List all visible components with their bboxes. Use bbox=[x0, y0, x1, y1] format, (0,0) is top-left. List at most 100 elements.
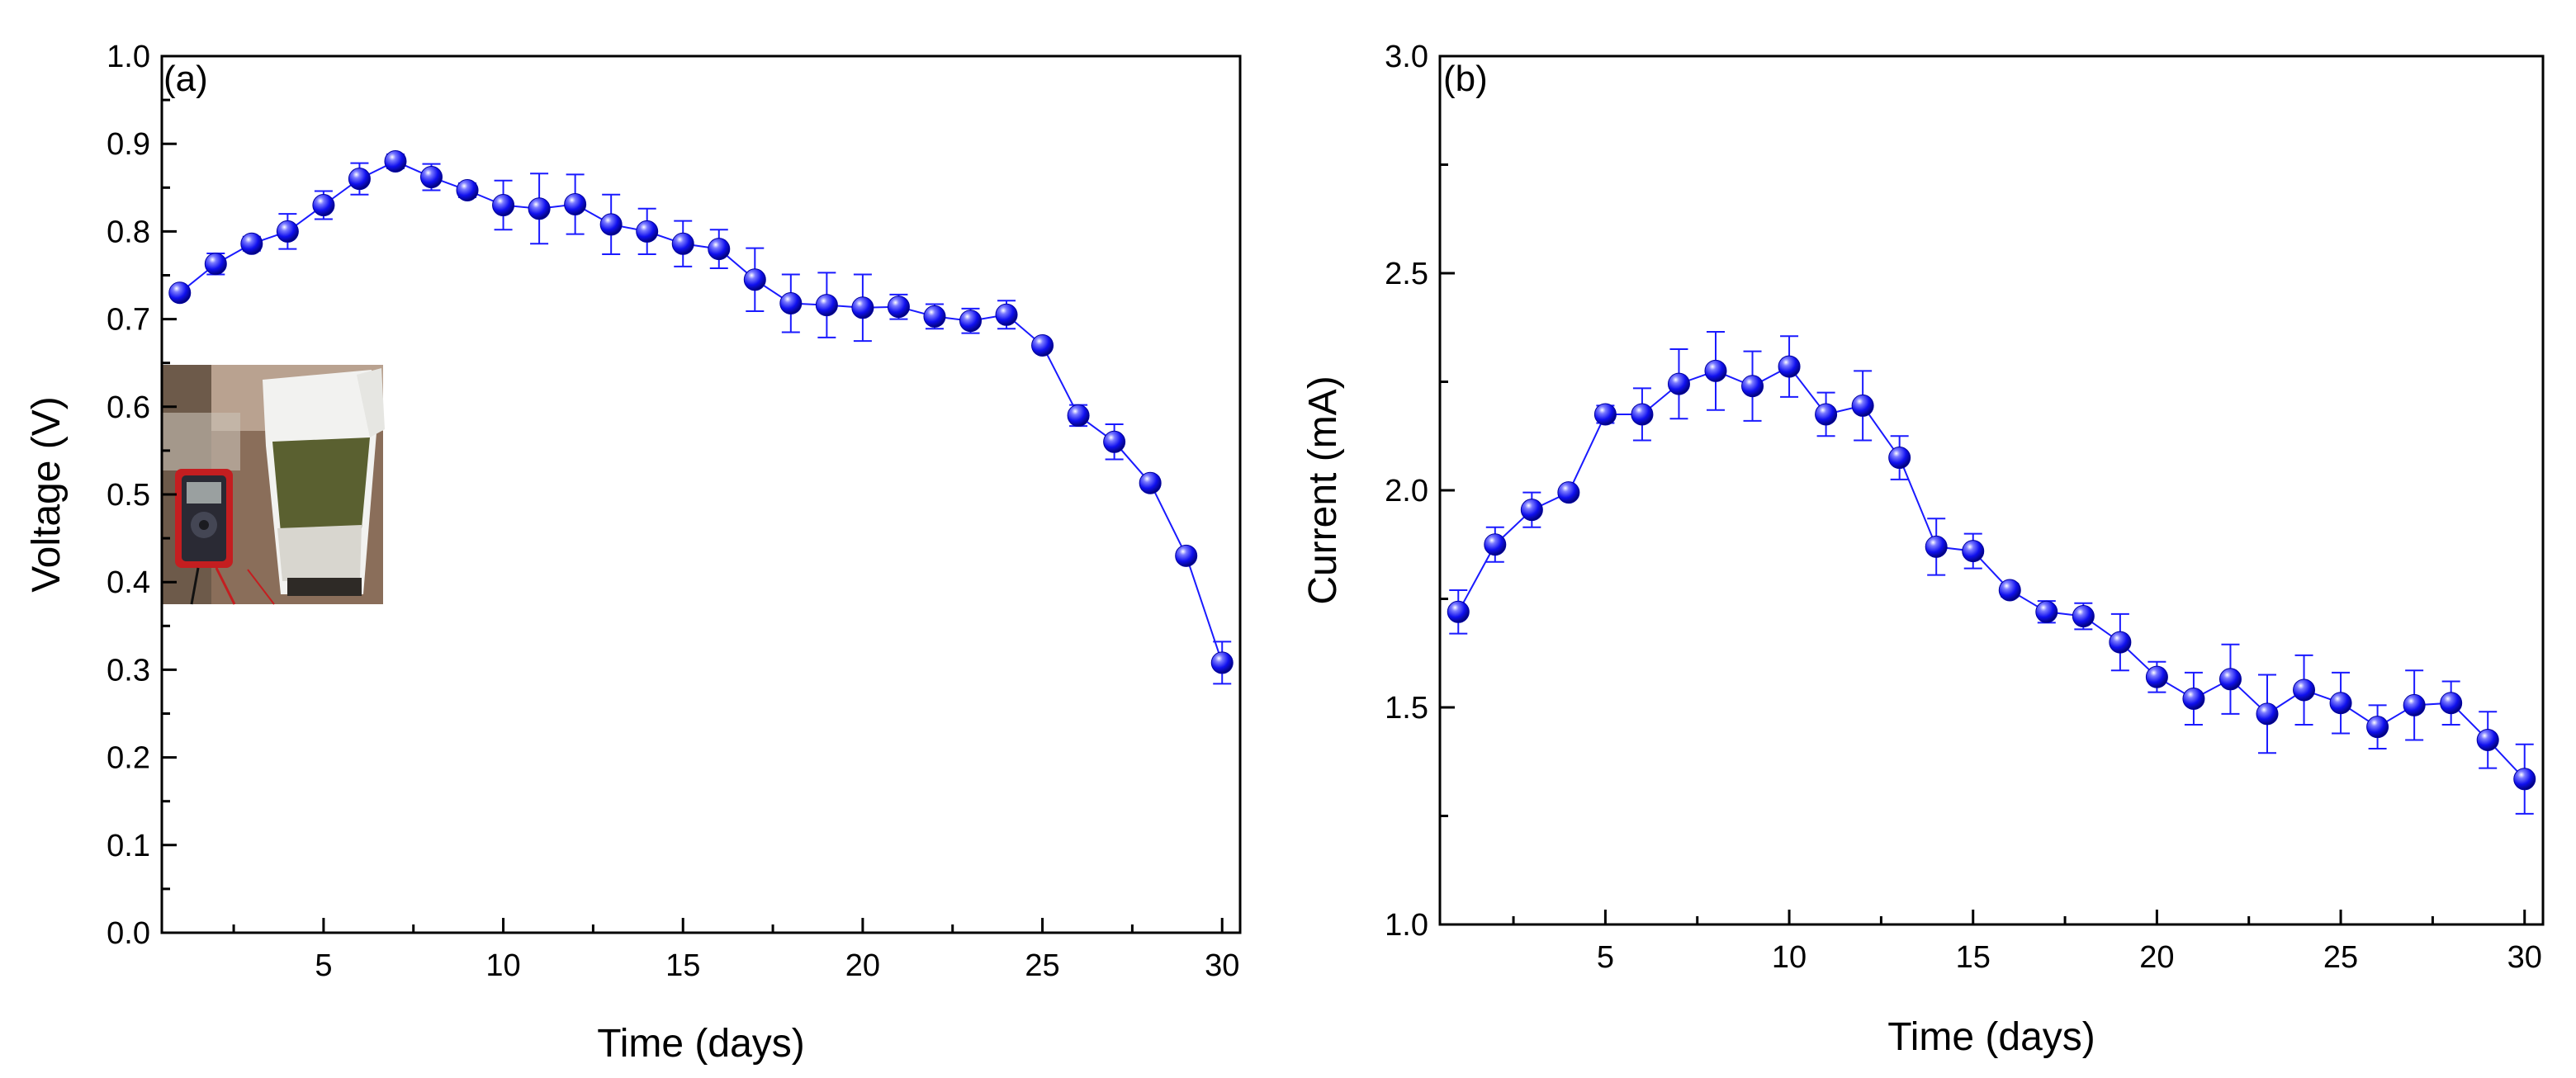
panel-a-data-point bbox=[1210, 651, 1234, 674]
panel-a-x-tick-label: 5 bbox=[315, 948, 332, 983]
panel-a-y-tick-label: 0.5 bbox=[107, 478, 150, 513]
panel-b-label: (b) bbox=[1443, 59, 1488, 99]
panel-b-data-point bbox=[1888, 447, 1911, 470]
panel-a-y-tick-label: 0.4 bbox=[107, 565, 150, 600]
panel-b-data-point bbox=[2145, 665, 2168, 688]
panel-b-data-point bbox=[2403, 693, 2426, 716]
panel-a-x-tick-label: 10 bbox=[485, 948, 520, 983]
panel-a-axes: 5 10 15 20 25 30 0.0 0.1 0.2 0.3 0.4 0.5 0.6 0.7 0.8 0.… bbox=[107, 40, 1239, 983]
panel-b-data-point bbox=[1520, 499, 1543, 522]
panel-b-x-tick-label: 30 bbox=[2507, 940, 2542, 975]
panel-a-y-tick-label: 0.7 bbox=[107, 303, 150, 338]
panel-a-data-point bbox=[599, 213, 623, 236]
panel-a-data-point bbox=[743, 268, 766, 291]
panel-b-data-point bbox=[2366, 716, 2389, 739]
panel-a-voltage-chart: 5 10 15 20 25 30 0.0 0.1 0.2 0.3 0.4 0.5 0.6 0.7 0.8 0.… bbox=[25, 40, 1242, 1066]
panel-a-data-point bbox=[348, 168, 371, 191]
panel-a-data-point bbox=[636, 220, 659, 243]
panel-a-label: (a) bbox=[163, 59, 208, 99]
panel-a-data-point bbox=[456, 178, 479, 201]
panel-b-data-point bbox=[2476, 728, 2499, 751]
panel-b-data-point bbox=[2072, 605, 2095, 628]
panel-b-x-tick-label: 10 bbox=[1772, 940, 1807, 975]
panel-b-x-tick-label: 20 bbox=[2139, 940, 2174, 975]
panel-a-data-point bbox=[923, 305, 946, 328]
panel-a-data-point bbox=[276, 220, 299, 243]
panel-a-data-point bbox=[1139, 471, 1162, 494]
panel-a-data-point bbox=[1175, 544, 1198, 567]
panel-a-y-tick-label: 0.9 bbox=[107, 127, 150, 162]
panel-a-data-point bbox=[959, 310, 982, 333]
panel-a-y-tick-label: 0.6 bbox=[107, 390, 150, 425]
panel-a-data-point bbox=[708, 238, 731, 261]
panel-a-x-tick-label: 30 bbox=[1205, 948, 1239, 983]
panel-a-x-tick-label: 20 bbox=[845, 948, 880, 983]
panel-a-data-point bbox=[312, 194, 335, 217]
panel-b-series-line bbox=[1457, 365, 2526, 780]
panel-a-data-point bbox=[204, 253, 227, 276]
panel-b-data-point bbox=[2293, 678, 2316, 702]
panel-b-y-axis-label: Current (mA) bbox=[1301, 376, 1345, 604]
panel-a-y-axis-label: Voltage (V) bbox=[25, 396, 69, 592]
panel-b-data-point bbox=[2218, 668, 2242, 691]
panel-b-data-point bbox=[1998, 579, 2021, 602]
panel-b-data-point bbox=[1447, 600, 1470, 623]
panel-a-y-tick-label: 0.0 bbox=[107, 916, 150, 951]
panel-a-x-tick-label: 15 bbox=[665, 948, 700, 983]
panel-a-data-point bbox=[420, 166, 443, 189]
panel-a-data-point bbox=[528, 197, 551, 220]
panel-a-data-point bbox=[492, 194, 515, 217]
panel-b-data-point bbox=[1778, 355, 1801, 378]
panel-b-frame bbox=[1438, 54, 2545, 926]
panel-b-axes: 5 10 15 20 25 30 1.0 1.5 2.0 2.5 3.0 bbox=[1385, 40, 2542, 975]
panel-b-x-tick-label: 25 bbox=[2323, 940, 2358, 975]
panel-a-x-tick-label: 25 bbox=[1025, 948, 1059, 983]
panel-a-y-tick-label: 1.0 bbox=[107, 40, 150, 74]
panel-b-y-tick-label: 2.0 bbox=[1385, 474, 1428, 508]
panel-b-data-point bbox=[2035, 600, 2058, 623]
panel-a-data-point bbox=[1067, 404, 1090, 427]
panel-b-plot-layer bbox=[1447, 331, 2536, 815]
panel-b-data-point bbox=[1484, 533, 1507, 556]
panel-b-data-point bbox=[2182, 687, 2205, 710]
panel-a-data-point bbox=[851, 296, 874, 319]
panel-a-data-point bbox=[779, 291, 803, 314]
panel-a-data-point bbox=[1103, 430, 1126, 453]
panel-b-y-tick-label: 3.0 bbox=[1385, 40, 1428, 74]
panel-b-data-point bbox=[1962, 540, 1985, 563]
panel-a-data-point bbox=[995, 303, 1018, 326]
panel-b-y-tick-label: 1.0 bbox=[1385, 908, 1428, 943]
panel-b-data-point bbox=[1667, 372, 1690, 395]
panel-b-data-point bbox=[1557, 481, 1580, 504]
inset-photo-multimeter-bucket bbox=[162, 365, 385, 605]
panel-a-plot-layer bbox=[168, 149, 1234, 685]
panel-a-data-point bbox=[564, 192, 587, 215]
panel-b-current-chart: 5 10 15 20 25 30 1.0 1.5 2.0 2.5 3.0 (b) Time (day… bbox=[1301, 40, 2545, 1059]
panel-b-data-point bbox=[1593, 403, 1617, 426]
panel-b-data-point bbox=[2329, 692, 2352, 715]
panel-a-y-tick-label: 0.3 bbox=[107, 653, 150, 688]
panel-b-x-tick-label: 5 bbox=[1597, 940, 1614, 975]
panel-b-x-axis-label: Time (days) bbox=[1887, 1015, 2095, 1059]
panel-a-data-point bbox=[1031, 333, 1054, 357]
panel-a-y-tick-label: 0.2 bbox=[107, 741, 150, 776]
panel-b-data-point bbox=[2513, 768, 2536, 791]
panel-b-data-point bbox=[1925, 535, 1948, 558]
panel-b-x-tick-label: 15 bbox=[1956, 940, 1991, 975]
panel-b-data-point bbox=[2440, 692, 2463, 715]
panel-a-data-point bbox=[815, 294, 838, 317]
panel-b-data-point bbox=[1815, 403, 1838, 426]
panel-b-data-point bbox=[1741, 375, 1764, 398]
panel-a-data-point bbox=[168, 281, 192, 305]
panel-a-data-point bbox=[671, 232, 694, 255]
panel-b-data-point bbox=[2109, 631, 2132, 654]
panel-a-data-point bbox=[887, 296, 910, 319]
panel-a-data-point bbox=[384, 149, 407, 173]
panel-a-y-tick-label: 0.8 bbox=[107, 215, 150, 249]
panel-b-data-point bbox=[2256, 702, 2279, 726]
panel-a-x-axis-label: Time (days) bbox=[597, 1022, 805, 1066]
panel-b-data-point bbox=[1851, 394, 1874, 417]
panel-b-data-point bbox=[1704, 359, 1727, 382]
panel-b-data-point bbox=[1631, 403, 1654, 426]
